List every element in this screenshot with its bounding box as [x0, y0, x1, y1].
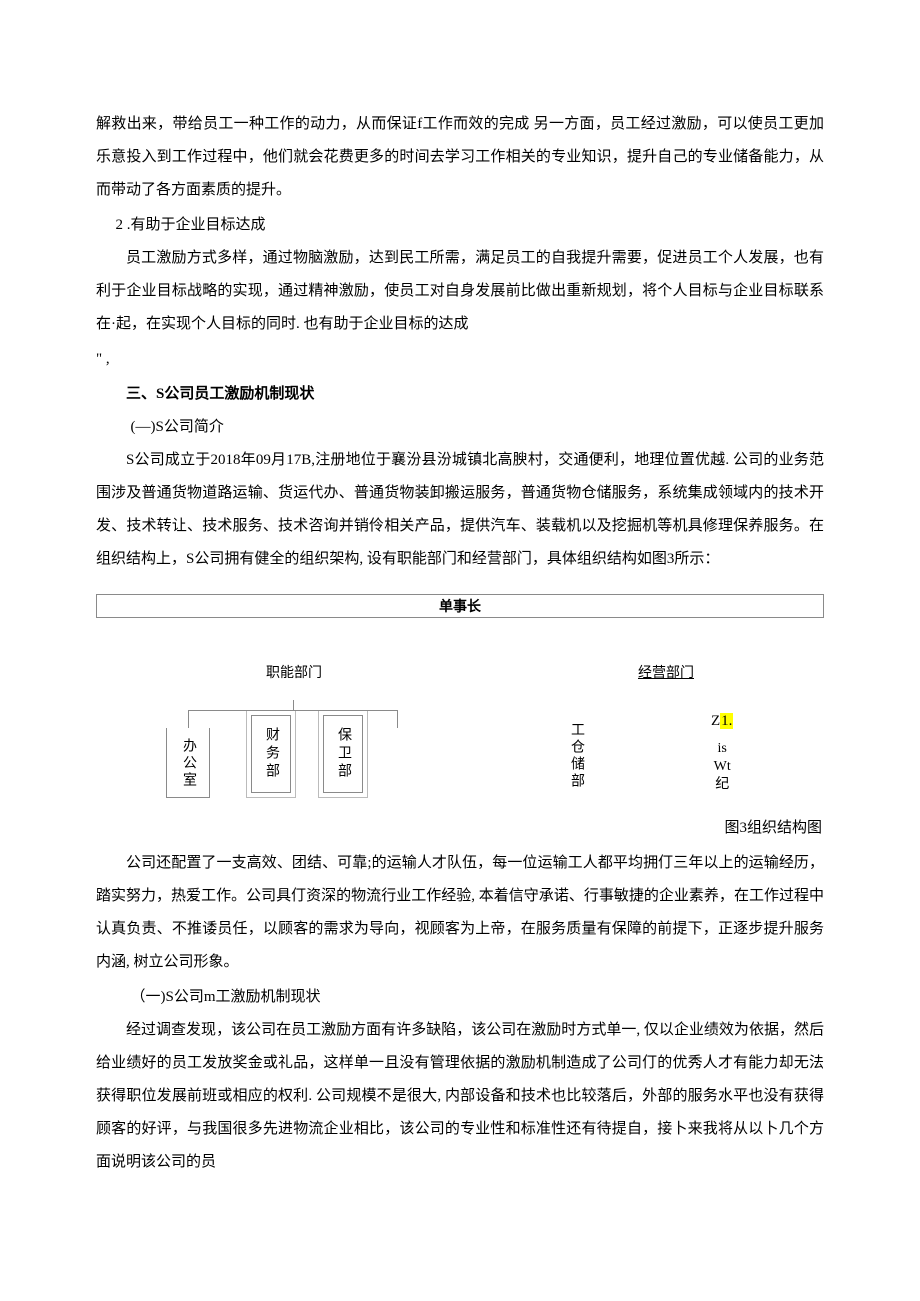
warehouse-label: 工仓储部 — [566, 722, 586, 790]
connector-vertical — [293, 700, 294, 710]
highlight-1: 1. — [720, 713, 733, 729]
connector-horizontal — [188, 710, 398, 728]
heading-benefit-2: 2 .有助于企业目标达成 — [96, 209, 824, 242]
figure-caption: 图3组织结构图 — [96, 816, 824, 837]
wt-label: Wt — [711, 758, 733, 776]
ji-label: 纪 — [711, 776, 733, 794]
z1-label: Z1. — [711, 712, 733, 732]
office-box: 办公室 — [166, 728, 210, 798]
functional-dept-label: 职能部门 — [266, 662, 322, 682]
office-label: 办公室 — [178, 738, 198, 789]
paragraph-3: S公司成立于2018年09月17B,注册地位于襄汾县汾城镇北高腴村，交通便利，地… — [96, 444, 824, 576]
org-chart: 单事长 职能部门 经营部门 办公室 财务部 保卫部 工仓储部 — [96, 594, 824, 837]
heading-sub-status: （一)S公司m工激励机制现状 — [96, 981, 824, 1014]
z-char: Z — [711, 713, 720, 729]
dept-row: 职能部门 经营部门 — [96, 662, 824, 682]
is-label: is — [711, 740, 733, 758]
chairman-box: 单事长 — [96, 594, 824, 618]
paragraph-5: 经过调查发现，该公司在员工激励方面有许多缺陷，该公司在激励时方式单一, 仅以企业… — [96, 1014, 824, 1179]
heading-section-3: 三、S公司员工激励机制现状 — [96, 378, 824, 411]
operating-dept-label: 经营部门 — [638, 662, 694, 682]
warehouse-box: 工仓储部 — [566, 722, 586, 795]
paragraph-1: 解救出来，带给员工一种工作的动力，从而保证f工作而效的完成 另一方面，员工经过激… — [96, 108, 824, 207]
functional-boxes: 办公室 财务部 保卫部 — [166, 710, 368, 798]
boxes-row: 办公室 财务部 保卫部 工仓储部 Z1. is Wt 纪 — [96, 692, 824, 812]
closing-quote: " , — [96, 343, 824, 376]
right-column: Z1. is Wt 纪 — [711, 712, 733, 794]
paragraph-4: 公司还配置了一支高效、团结、可靠;的运输人才队伍，每一位运输工人都平均拥仃三年以… — [96, 847, 824, 979]
paragraph-2: 员工激励方式多样，通过物脑激励，达到民工所需，满足员工的自我提升需要，促进员工个… — [96, 242, 824, 341]
heading-sub-intro: (—)S公司简介 — [96, 411, 824, 444]
